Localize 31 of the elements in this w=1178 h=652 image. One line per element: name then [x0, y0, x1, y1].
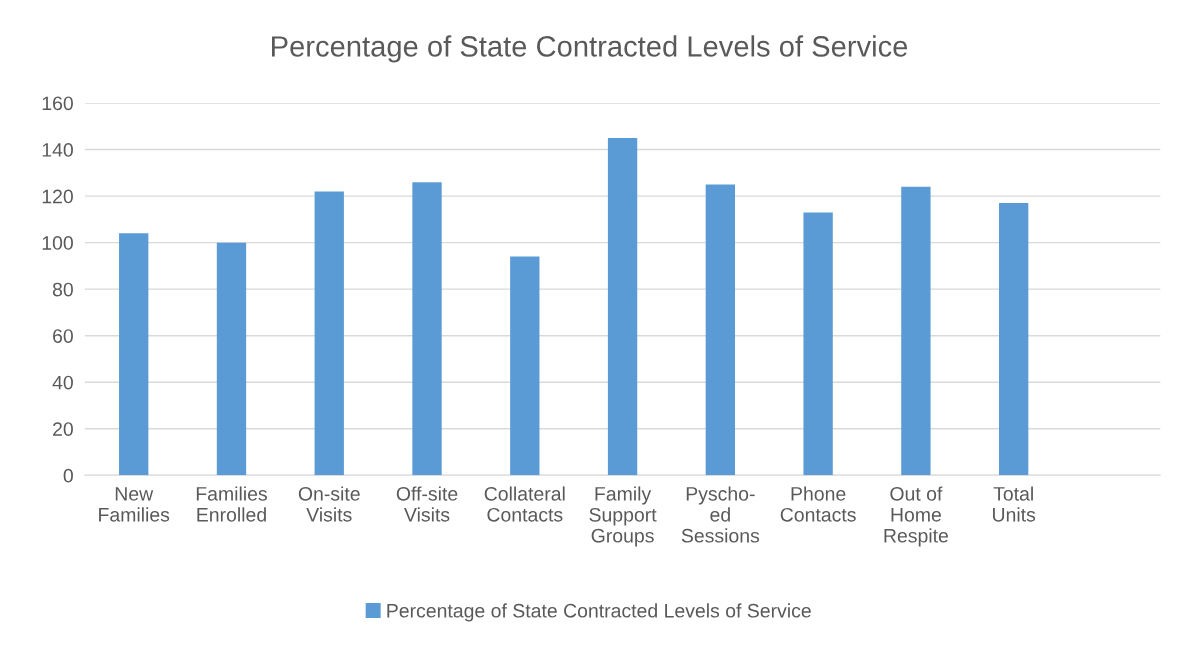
y-tick-label: 60	[53, 329, 73, 343]
y-tick-label: 80	[52, 282, 73, 297]
bar	[216, 242, 247, 476]
x-tick-label: On-site Visits	[298, 486, 360, 522]
y-tick-label: 140	[42, 143, 73, 157]
legend-label: Percentage of State Contracted Levels of Service	[387, 603, 811, 622]
x-tick-label: New Families	[99, 487, 170, 522]
x-tick-label: Pyscho- ed Sessions	[681, 486, 760, 543]
bar	[705, 184, 736, 476]
y-tick-label: 160	[42, 96, 73, 111]
y-tick-label: 0	[63, 468, 73, 483]
bar	[510, 256, 540, 476]
bar	[412, 182, 442, 476]
bar	[314, 191, 344, 476]
bar	[803, 212, 833, 476]
x-tick-label: Phone Contacts	[780, 486, 856, 522]
x-tick-label: Families Enrolled	[196, 486, 267, 522]
bar	[119, 233, 149, 476]
bar	[999, 203, 1029, 476]
x-tick-label: Collateral Contacts	[484, 486, 565, 522]
x-tick-label: Off-site Visits	[396, 486, 458, 522]
bar	[901, 186, 931, 476]
x-tick-label: Total Units	[993, 486, 1036, 522]
x-tick-label: Out of Home Respite	[884, 486, 948, 547]
y-tick-label: 120	[42, 189, 73, 204]
x-tick-label: Family Support Groups	[589, 486, 657, 547]
bar	[607, 137, 638, 476]
chart-title: Percentage of State Contracted Levels of Service	[272, 35, 908, 63]
y-tick-label: 20	[53, 422, 73, 437]
y-tick-label: 40	[52, 375, 73, 390]
y-tick-label: 100	[42, 236, 73, 250]
